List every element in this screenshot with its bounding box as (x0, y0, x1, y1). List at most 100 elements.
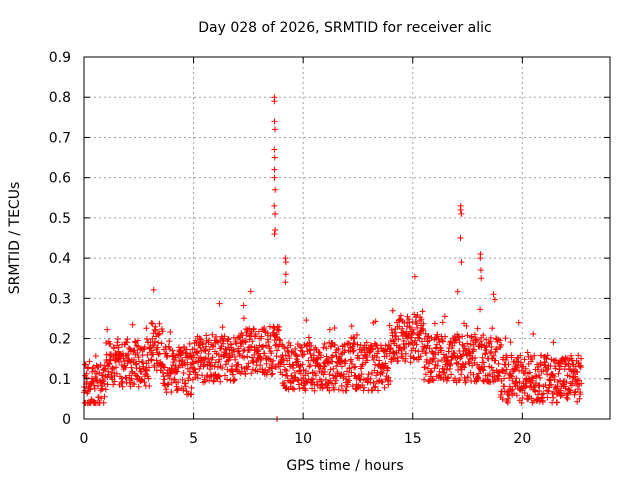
data-point (269, 370, 276, 377)
data-point (317, 352, 324, 359)
data-point (287, 379, 294, 386)
data-point (547, 377, 554, 384)
data-point (323, 345, 330, 352)
data-point (458, 259, 465, 266)
data-point (225, 357, 232, 364)
data-point (574, 386, 581, 393)
data-point (205, 350, 212, 357)
data-point (87, 386, 94, 393)
data-point (563, 392, 570, 399)
data-point (131, 381, 138, 388)
data-point (407, 359, 414, 366)
data-point (220, 340, 227, 347)
data-point (316, 362, 323, 369)
data-point (170, 350, 177, 357)
data-point (462, 377, 469, 384)
data-point (119, 383, 126, 390)
data-point (271, 98, 278, 105)
data-point (99, 385, 106, 392)
data-point (544, 394, 551, 401)
data-point (534, 366, 541, 373)
data-point (244, 366, 251, 373)
data-point (414, 324, 421, 331)
data-point (203, 332, 210, 339)
data-point (501, 383, 508, 390)
data-point (228, 367, 235, 374)
data-point (483, 343, 490, 350)
data-point (382, 360, 389, 367)
data-point (540, 390, 547, 397)
data-point (120, 363, 127, 370)
data-point (271, 126, 278, 133)
data-point (205, 355, 212, 362)
data-point (205, 337, 212, 344)
data-point (456, 339, 463, 346)
data-point (537, 374, 544, 381)
data-point (529, 356, 536, 363)
data-point (447, 338, 454, 345)
data-point (196, 341, 203, 348)
data-point (211, 363, 218, 370)
data-point (213, 333, 220, 340)
data-point (245, 360, 252, 367)
data-point (325, 355, 332, 362)
data-point (153, 357, 160, 364)
data-point (226, 354, 233, 361)
data-point (289, 385, 296, 392)
data-point (141, 379, 148, 386)
data-point (426, 360, 433, 367)
data-point (346, 377, 353, 384)
data-point (290, 378, 297, 385)
data-point (250, 326, 257, 333)
data-point (499, 396, 506, 403)
data-point (443, 353, 450, 360)
data-point (321, 363, 328, 370)
data-point (535, 372, 542, 379)
data-point (201, 361, 208, 368)
data-point (103, 339, 110, 346)
data-point (169, 362, 176, 369)
data-point (156, 320, 163, 327)
data-point (578, 355, 585, 362)
data-point (114, 336, 121, 343)
data-point (267, 332, 274, 339)
data-point (339, 363, 346, 370)
data-point (271, 154, 278, 161)
data-point (271, 325, 278, 332)
data-point (280, 355, 287, 362)
data-point (250, 359, 257, 366)
data-point (349, 383, 356, 390)
data-point (463, 347, 470, 354)
data-point (210, 378, 217, 385)
data-point (489, 325, 496, 332)
data-point (537, 361, 544, 368)
data-point (468, 333, 475, 340)
data-point (406, 324, 413, 331)
data-point (86, 385, 93, 392)
data-point (271, 230, 278, 237)
data-point (530, 331, 537, 338)
data-point (335, 386, 342, 393)
data-point (251, 351, 258, 358)
data-point (119, 378, 126, 385)
data-point (217, 378, 224, 385)
data-point (93, 377, 100, 384)
data-point (354, 352, 361, 359)
data-point (477, 255, 484, 262)
data-point (541, 358, 548, 365)
data-point (122, 374, 129, 381)
data-point (301, 385, 308, 392)
data-point (361, 384, 368, 391)
data-point (513, 375, 520, 382)
data-point (307, 362, 314, 369)
data-point (148, 356, 155, 363)
data-point (524, 349, 531, 356)
data-point (508, 387, 515, 394)
data-point (370, 346, 377, 353)
data-point (299, 361, 306, 368)
data-point (92, 352, 99, 359)
data-point (411, 355, 418, 362)
data-point (415, 356, 422, 363)
data-point (418, 316, 425, 323)
data-point (429, 349, 436, 356)
